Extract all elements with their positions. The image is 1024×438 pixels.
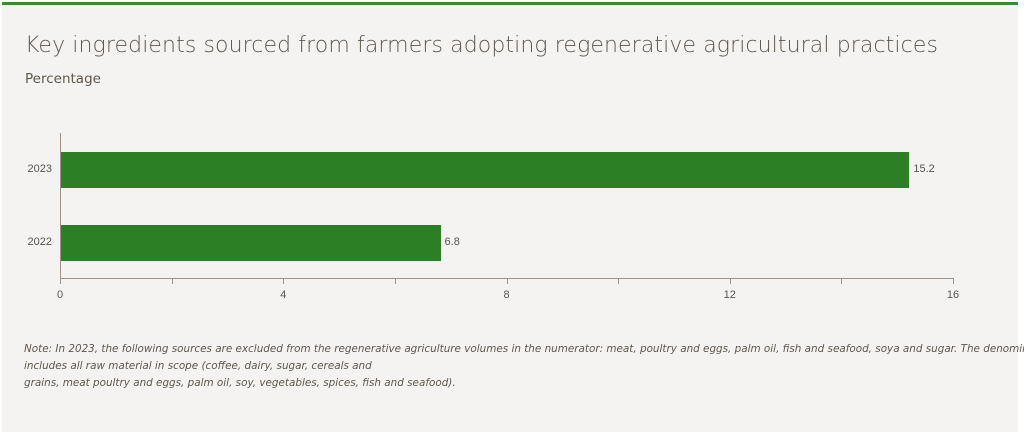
bar-2022[interactable] <box>61 225 441 261</box>
x-tick <box>618 278 620 284</box>
x-tick <box>171 278 173 284</box>
x-tick-label: 4 <box>280 289 287 301</box>
chart-note: Note: In 2023, the following sources are… <box>24 341 1024 392</box>
bar-2023[interactable] <box>61 152 910 188</box>
x-tick <box>394 278 396 284</box>
x-tick-label: 12 <box>723 289 736 301</box>
y-label-2023: 2023 <box>27 163 52 175</box>
x-tick-label: 16 <box>946 289 960 301</box>
x-tick-label: 8 <box>503 289 510 301</box>
note-line-1: Note: In 2023, the following sources are… <box>24 343 1024 355</box>
y-axis-line <box>60 133 61 279</box>
x-tick <box>60 278 61 284</box>
chart-subtitle: Percentage <box>25 71 101 87</box>
x-tick <box>841 278 843 284</box>
x-tick <box>283 278 285 284</box>
value-label-2023: 15.2 <box>913 163 935 175</box>
note-line-2: includes all raw material in scope (coff… <box>24 360 372 372</box>
x-tick-label: 0 <box>56 289 64 301</box>
y-label-2022: 2022 <box>27 236 52 248</box>
x-tick <box>506 278 508 284</box>
value-label-2022: 6.8 <box>444 236 460 248</box>
chart-title: Key ingredients sourced from farmers ado… <box>25 33 939 58</box>
note-line-3: grains, meat poultry and eggs, palm oil,… <box>24 377 456 389</box>
bar-chart: 2023 15.2 2022 6.8 0 4 8 12 16 <box>2 5 1018 435</box>
x-tick <box>953 278 954 284</box>
x-tick <box>729 278 731 284</box>
